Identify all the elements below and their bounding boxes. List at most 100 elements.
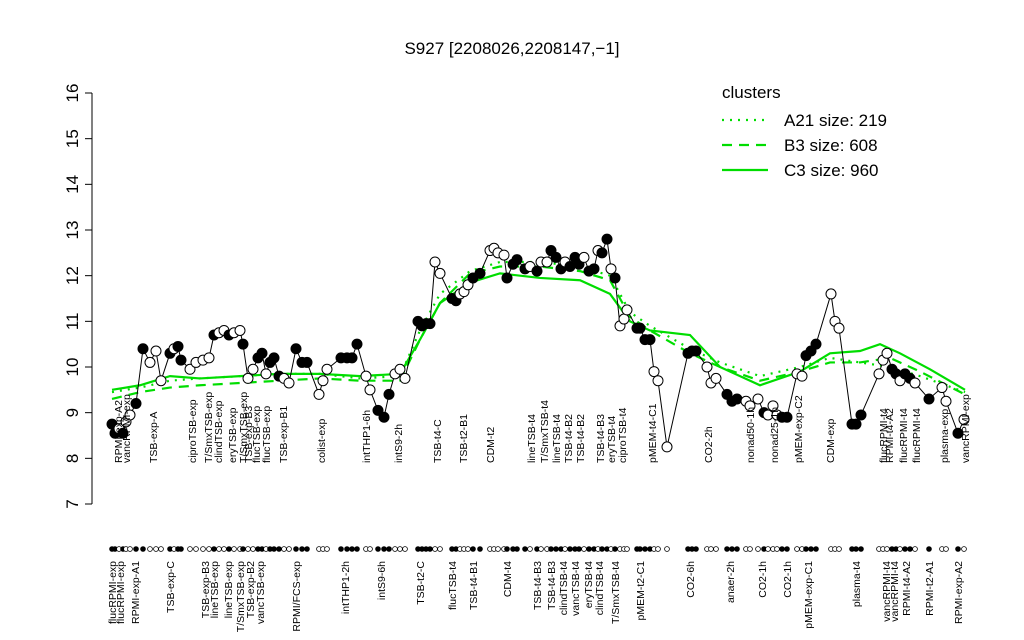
sample-label: pMEM-exp-C1 (803, 561, 815, 629)
sample-dot (281, 546, 287, 552)
sample-dot (367, 546, 373, 552)
y-tick-label: 16 (63, 84, 82, 103)
data-point (940, 395, 952, 407)
data-point (550, 251, 562, 263)
sample-label: CDM-t4 (502, 561, 514, 597)
data-point (501, 272, 513, 284)
sample-dot (271, 546, 277, 552)
sample-dot (293, 546, 299, 552)
sample-label: ciproTSB-t4 (617, 407, 629, 463)
data-point (958, 414, 970, 426)
sample-label: pMEM-t2-C1 (635, 561, 647, 621)
sample-dot (813, 546, 819, 552)
legend-label: C3 size: 960 (784, 161, 879, 180)
sample-label: RPMI-exp-A1 (130, 561, 142, 624)
sample-dot (304, 546, 310, 552)
sample-dot (642, 546, 648, 552)
sample-dot (211, 546, 217, 552)
sample-dot (158, 546, 164, 552)
sample-label: TSB-t2-C (415, 561, 427, 605)
data-point (424, 318, 436, 330)
data-point (531, 265, 543, 277)
data-point (634, 322, 646, 334)
sample-label: eryTSB-t4 (583, 561, 595, 608)
data-point (175, 354, 187, 366)
sample-label: ciproTSB-exp (187, 399, 199, 463)
sample-dot (178, 546, 184, 552)
sample-dot (286, 546, 292, 552)
sample-label: TSB-t4-B3 (595, 414, 607, 463)
sample-label: TSB-exp-A (148, 412, 160, 463)
sample-dot (853, 546, 859, 552)
data-point (321, 363, 333, 375)
sample-dot (147, 546, 153, 552)
sample-dot (708, 546, 714, 552)
data-point (752, 393, 764, 405)
sample-dot (386, 546, 392, 552)
data-point (936, 382, 948, 394)
sample-label: intS9-2h (393, 424, 405, 463)
sample-dot (926, 546, 932, 552)
sample-label: TSB-exp-B3 (200, 561, 212, 618)
sample-label: vancRPMI-exp (121, 394, 133, 463)
data-point (260, 368, 272, 380)
sample-dot (216, 546, 222, 552)
data-point (855, 409, 867, 421)
data-point (796, 370, 808, 382)
sample-label: plasma-t4 (851, 561, 863, 607)
sample-label: TSB-t4-B1 (468, 561, 480, 610)
sample-label: RPMI-t4-A2 (901, 561, 913, 616)
sample-dot (599, 546, 605, 552)
data-point (511, 254, 523, 266)
y-tick-label: 15 (63, 129, 82, 148)
sample-label: clindTSB-t4 (594, 561, 606, 615)
sample-dot (127, 546, 133, 552)
sample-label: lineTSB-t4 (551, 414, 563, 463)
sample-dot (858, 546, 864, 552)
sample-dot (245, 546, 251, 552)
data-point (429, 256, 441, 268)
data-point (652, 375, 664, 387)
sample-dot (794, 546, 800, 552)
data-point (290, 343, 302, 355)
sample-label: eryTSB-exp (227, 407, 239, 463)
data-point (690, 345, 702, 357)
sample-label: flucRPMI-t4 (878, 408, 890, 463)
data-point (498, 249, 510, 261)
sample-dot (784, 546, 790, 552)
sample-dot (250, 546, 256, 552)
sample-dot (432, 546, 438, 552)
sample-dot (897, 546, 903, 552)
sample-label: flucTSB-exp (261, 406, 273, 463)
data-point (731, 393, 743, 405)
data-point (909, 377, 921, 389)
data-point (301, 356, 313, 368)
data-point (825, 288, 837, 300)
sample-dot (548, 546, 554, 552)
sample-dot (538, 546, 544, 552)
chart-title: S927 [2208026,2208147,−1] (404, 39, 619, 58)
sample-dot (193, 546, 199, 552)
sample-dot (392, 546, 398, 552)
sample-dot (200, 546, 206, 552)
sample-dot (402, 546, 408, 552)
data-point (351, 338, 363, 350)
data-point (247, 363, 259, 375)
data-point (541, 256, 553, 268)
sample-label: TSB-exp-B1 (278, 406, 290, 463)
sample-dot (381, 546, 387, 552)
sample-label: RPMI-exp-A2 (113, 400, 125, 463)
data-point (378, 411, 390, 423)
sample-label: CO2-1h (782, 561, 794, 598)
sample-dot (912, 546, 918, 552)
sample-dot (133, 546, 139, 552)
sample-label: TSB-t4-B3 (532, 561, 544, 610)
legend-label: A21 size: 219 (784, 111, 887, 130)
legend-label: B3 size: 608 (784, 136, 878, 155)
sample-dot (836, 546, 842, 552)
sample-label: TSB-exp-C (165, 561, 177, 613)
sample-label: TSB-t4-B3 (546, 561, 558, 610)
sample-label: TSB-exp-B3 (243, 406, 255, 463)
sample-dot (779, 546, 785, 552)
data-point (203, 352, 215, 364)
